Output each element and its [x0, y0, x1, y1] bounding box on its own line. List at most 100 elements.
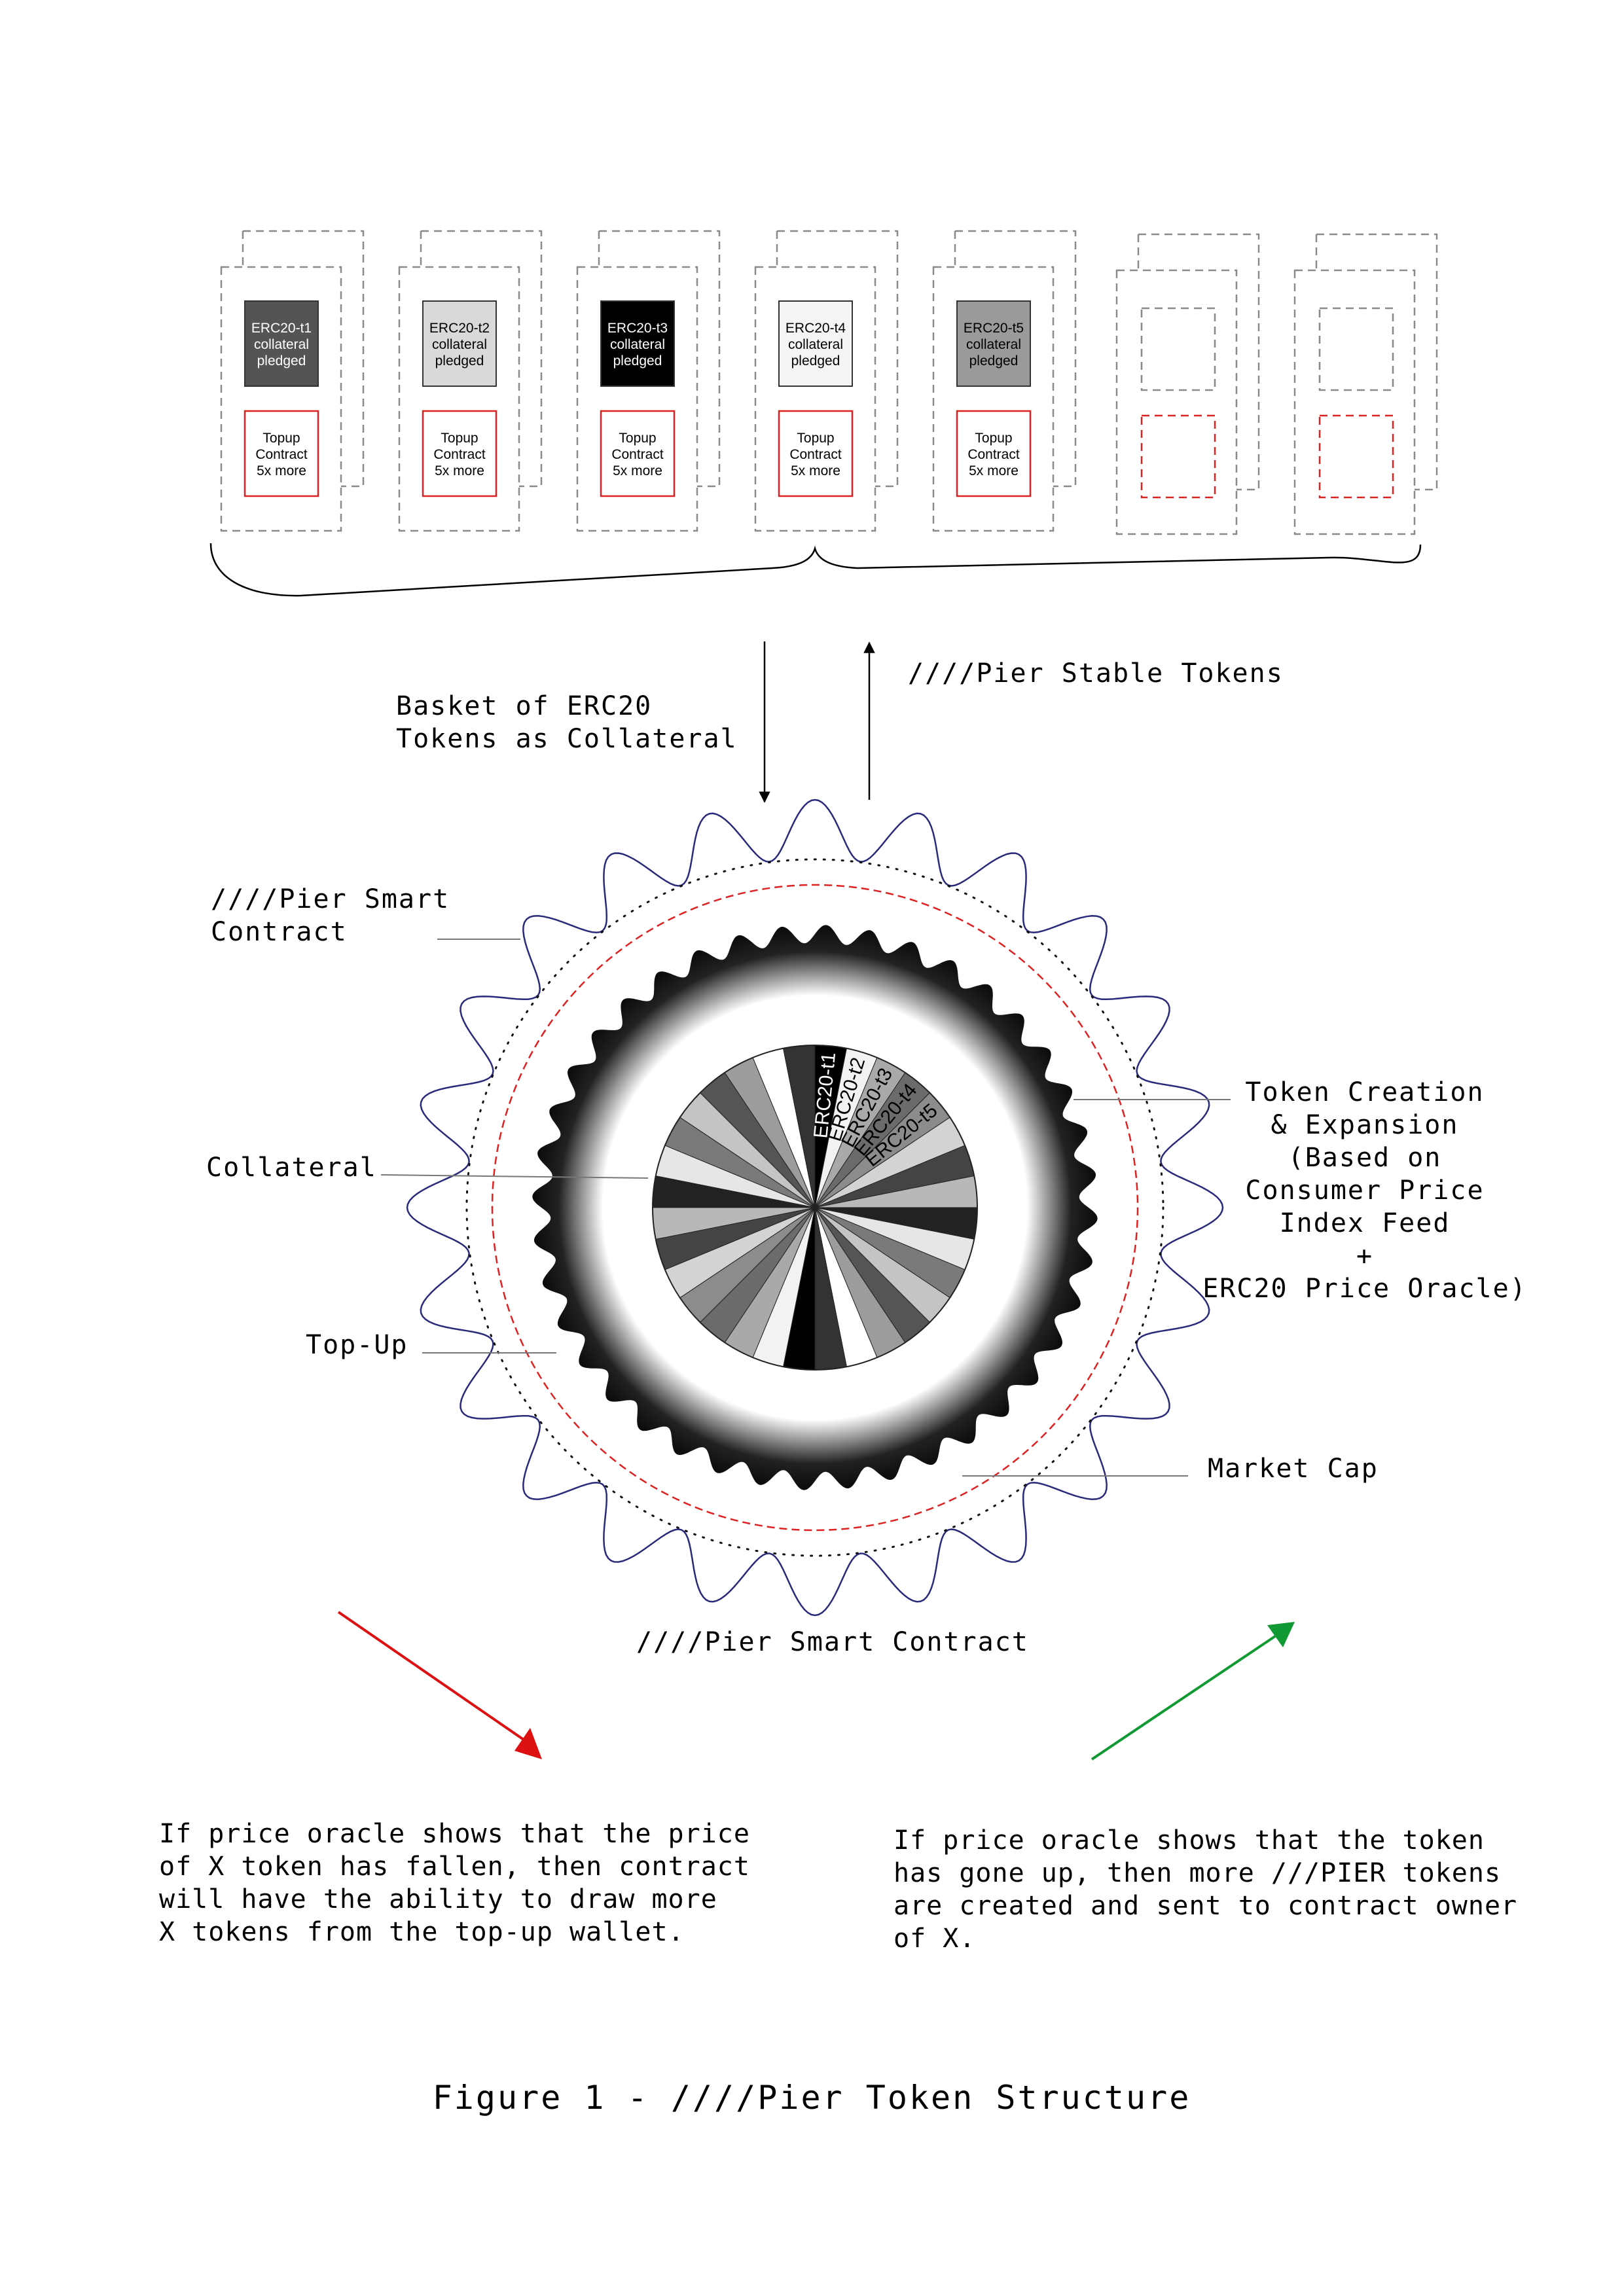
figure-caption: Figure 1 - ////Pier Token Structure	[433, 2079, 1191, 2117]
collateral-box-text: collateral	[254, 337, 309, 352]
topup-box-text: 5x more	[257, 463, 306, 478]
collateral-box-text: pledged	[257, 353, 306, 368]
collateral-box-text: ERC20-t3	[607, 321, 668, 336]
collateral-box-t1	[244, 300, 319, 387]
topup-ring	[491, 884, 1139, 1532]
collateral-box-t4	[778, 300, 853, 387]
collateral-box-text: collateral	[966, 337, 1021, 352]
pie-outline	[652, 1045, 978, 1371]
card-outline	[576, 266, 698, 532]
collateral-leader	[380, 1174, 649, 1179]
price-rise-note: If price oracle shows that the token has…	[893, 1825, 1517, 1954]
smart-contract-side-label-1: ////Pier Smart	[211, 884, 450, 914]
svg-text:has gone up, then more ///PIER: has gone up, then more ///PIER tokens	[893, 1858, 1501, 1888]
topup-box-t2	[422, 410, 497, 497]
topup-box-text: Contract	[255, 447, 308, 462]
svg-text:+: +	[1356, 1241, 1373, 1271]
card-stack-outline	[1316, 233, 1438, 491]
market-cap-label: Market Cap	[1208, 1454, 1379, 1484]
price-up-arrow	[1091, 1622, 1295, 1761]
collateral-box-text: pledged	[969, 353, 1019, 368]
collateral-box-t5	[956, 300, 1031, 387]
topup-box-text: Contract	[967, 447, 1020, 462]
card-stack-outline	[955, 230, 1077, 488]
card-outline	[932, 266, 1055, 532]
collateral-box-text: pledged	[613, 353, 662, 368]
smart-contract-side-label-2: Contract	[211, 917, 348, 947]
svg-text:of X token has fallen, then co: of X token has fallen, then contract	[159, 1852, 750, 1882]
collateral-box-text: ERC20-t1	[251, 321, 312, 336]
svg-text:X tokens from the top-up walle: X tokens from the top-up wallet.	[159, 1917, 685, 1947]
collateral-box-t3	[600, 300, 675, 387]
price-fall-note: If price oracle shows that the price of …	[159, 1819, 750, 1947]
card-stack-outline	[599, 230, 721, 488]
svg-text:are created and sent to contra: are created and sent to contract owner	[893, 1891, 1517, 1921]
collateral-card-row: ERC20-t1collateralpledgedTopupContract5x…	[220, 230, 1438, 535]
card-stack-outline	[1138, 233, 1260, 491]
collateral-box-text: collateral	[788, 337, 843, 352]
topup-box-t5	[956, 410, 1032, 497]
collateral-box-text: collateral	[432, 337, 487, 352]
topup-box-t4	[778, 410, 854, 497]
basket-label-line-1: Basket of ERC20	[396, 691, 652, 721]
basket-label-line-2: Tokens as Collateral	[396, 724, 738, 754]
collateral-label: Collateral	[206, 1153, 377, 1183]
card-stack-outline	[421, 230, 543, 488]
topup-box-text: 5x more	[791, 463, 840, 478]
collateral-box-text: ERC20-t2	[429, 321, 490, 336]
topup-box-text: Topup	[975, 431, 1012, 446]
svg-text:& Expansion: & Expansion	[1271, 1110, 1459, 1140]
card-outline	[220, 266, 342, 532]
card-stack-outline	[777, 230, 899, 488]
price-down-arrow	[337, 1611, 542, 1759]
card-outline	[1293, 269, 1416, 535]
basket-brace	[209, 543, 1422, 597]
token-creation-label: Token Creation & Expansion (Based on Con…	[1202, 1077, 1527, 1304]
collateral-box-text: pledged	[435, 353, 484, 368]
topup-box-text: Contract	[611, 447, 664, 462]
topup-box-text: Topup	[441, 431, 478, 446]
empty-topup-slot	[1318, 414, 1394, 499]
market-cap-ring	[465, 858, 1164, 1557]
svg-text:will have the ability to draw: will have the ability to draw more	[159, 1884, 717, 1914]
smart-contract-bottom-label: ////Pier Smart Contract	[636, 1627, 1029, 1657]
card-outline	[1115, 269, 1238, 535]
collateral-box-text: pledged	[791, 353, 840, 368]
topup-box-text: Topup	[797, 431, 834, 446]
card-empty-1	[1115, 233, 1260, 535]
svg-text:(Based on: (Based on	[1288, 1143, 1442, 1173]
stable-tokens-label: ////Pier Stable Tokens	[908, 658, 1284, 689]
svg-text:Consumer Price: Consumer Price	[1245, 1175, 1484, 1206]
empty-collateral-slot	[1318, 307, 1394, 391]
svg-text:If price oracle shows that the: If price oracle shows that the price	[159, 1819, 750, 1849]
svg-text:If price oracle shows that the: If price oracle shows that the token	[893, 1825, 1485, 1856]
topup-box-text: 5x more	[613, 463, 662, 478]
collateral-box-text: ERC20-t4	[785, 321, 846, 336]
topup-box-t1	[244, 410, 319, 497]
collateral-box-text: collateral	[610, 337, 665, 352]
topup-box-t3	[600, 410, 676, 497]
svg-text:Token Creation: Token Creation	[1245, 1077, 1484, 1107]
svg-text:of X.: of X.	[893, 1924, 975, 1954]
topup-box-text: Contract	[433, 447, 486, 462]
topup-box-text: 5x more	[969, 463, 1019, 478]
card-outline	[398, 266, 520, 532]
empty-topup-slot	[1140, 414, 1216, 499]
topup-box-text: 5x more	[435, 463, 484, 478]
collateral-box-t2	[422, 300, 497, 387]
topup-box-text: Topup	[262, 431, 300, 446]
topup-box-text: Topup	[619, 431, 656, 446]
topup-box-text: Contract	[789, 447, 842, 462]
card-stack-outline	[243, 230, 365, 488]
collateral-pie	[652, 1045, 978, 1371]
card-outline	[754, 266, 876, 532]
svg-text:Index Feed: Index Feed	[1280, 1208, 1451, 1238]
topup-label: Top-Up	[306, 1330, 408, 1360]
svg-text:ERC20 Price Oracle): ERC20 Price Oracle)	[1202, 1274, 1527, 1304]
